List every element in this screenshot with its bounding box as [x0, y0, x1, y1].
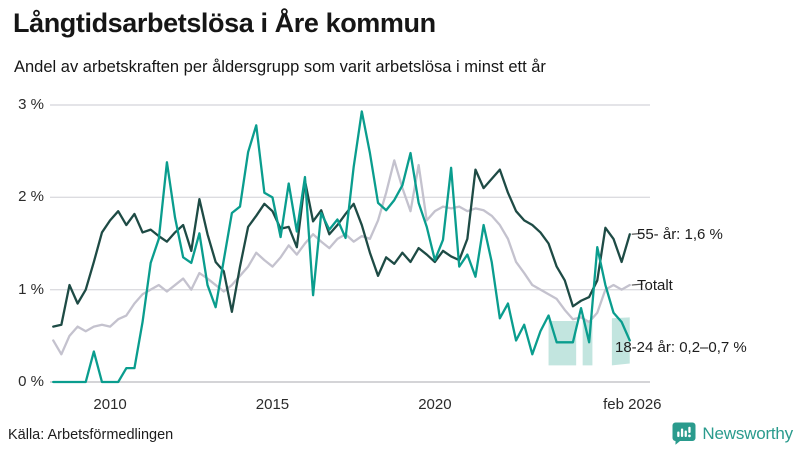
y-axis-tick-label: 0 %: [18, 373, 44, 390]
series-label-55plus: 55- år: 1,6 %: [637, 226, 723, 243]
page-subtitle: Andel av arbetskraften per åldersgrupp s…: [14, 58, 546, 76]
newsworthy-logo-icon: [672, 422, 696, 445]
x-axis-tick-label: 2010: [93, 396, 127, 413]
y-axis-tick-label: 1 %: [18, 280, 44, 298]
series-label-totalt: Totalt: [637, 277, 673, 294]
page-title: Långtidsarbetslösa i Åre kommun: [13, 8, 436, 38]
series-label-18-24: 18-24 år: 0,2–0,7 %: [615, 339, 747, 356]
x-axis-tick-label: feb 2026: [603, 396, 662, 413]
newsworthy-brand-text: Newsworthy: [702, 423, 793, 443]
newsworthy-brand: Newsworthy: [672, 422, 793, 445]
x-axis-tick-label: 2020: [418, 396, 452, 413]
y-axis-tick-label: 2 %: [18, 188, 44, 206]
source-credit: Källa: Arbetsförmedlingen: [8, 427, 174, 443]
x-axis-tick-label: 2015: [255, 396, 290, 413]
y-axis-tick-label: 3 %: [18, 96, 44, 113]
